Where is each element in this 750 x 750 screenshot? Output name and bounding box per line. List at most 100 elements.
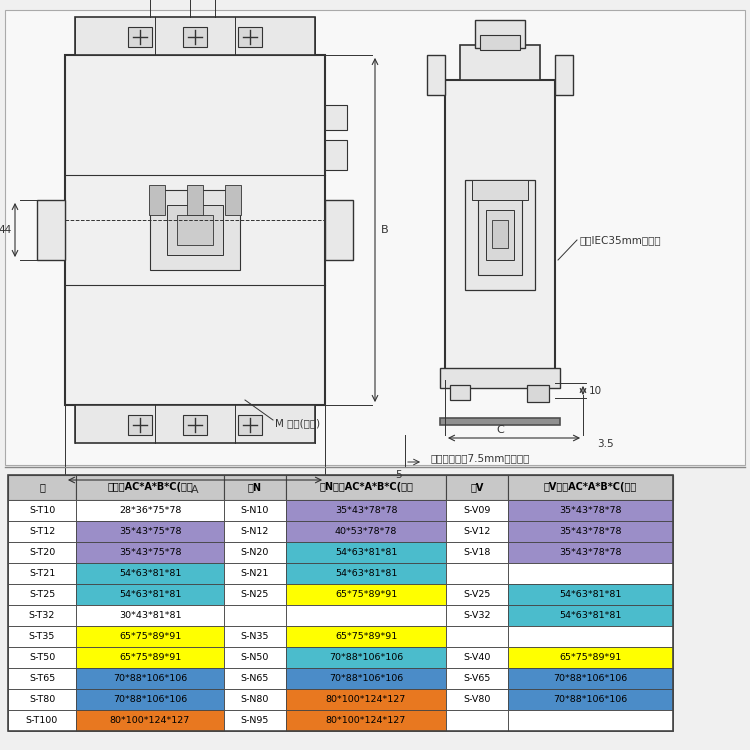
Bar [465, 180, 535, 290]
Bar [150, 190, 240, 270]
Bar [224, 710, 286, 731]
Bar [224, 668, 286, 689]
Bar [508, 563, 673, 584]
Text: C: C [496, 425, 504, 435]
Bar [286, 710, 446, 731]
Text: 35*43*78*78: 35*43*78*78 [560, 548, 622, 557]
Text: S-V40: S-V40 [464, 653, 490, 662]
Text: 老N尺寸AC*A*B*C(高）: 老N尺寸AC*A*B*C(高） [319, 482, 413, 493]
Text: S-V25: S-V25 [464, 590, 490, 599]
Text: 40*53*78*78: 40*53*78*78 [334, 527, 398, 536]
Bar [8, 689, 76, 710]
Bar [177, 215, 213, 245]
Bar [508, 475, 673, 500]
Text: 35*43*75*78: 35*43*75*78 [118, 548, 182, 557]
Text: S-N21: S-N21 [241, 569, 269, 578]
Bar [224, 605, 286, 626]
Bar [508, 689, 673, 710]
Bar [76, 710, 224, 731]
Text: S-V80: S-V80 [464, 695, 490, 704]
Bar [325, 200, 353, 260]
Bar [224, 563, 286, 584]
Bar [76, 605, 224, 626]
Bar [65, 55, 325, 405]
Bar [76, 626, 224, 647]
Bar [76, 475, 224, 500]
Bar [238, 27, 262, 47]
Bar [472, 180, 528, 200]
Text: S-T100: S-T100 [26, 716, 58, 725]
Text: S-N25: S-N25 [241, 590, 269, 599]
Bar [286, 521, 446, 542]
Text: 54*63*81*81: 54*63*81*81 [334, 569, 398, 578]
Bar [446, 668, 508, 689]
Bar [446, 500, 508, 521]
Text: B: B [381, 225, 388, 235]
Bar [149, 185, 165, 215]
Bar [508, 500, 673, 521]
Bar [427, 55, 445, 95]
Bar [478, 195, 522, 275]
Bar [286, 563, 446, 584]
Bar [76, 542, 224, 563]
Text: 35*43*78*78: 35*43*78*78 [560, 506, 622, 515]
Bar [224, 647, 286, 668]
Bar [8, 475, 76, 500]
Bar [8, 647, 76, 668]
Bar [286, 542, 446, 563]
Bar [446, 626, 508, 647]
Bar [183, 415, 207, 435]
Bar [508, 521, 673, 542]
Bar [8, 521, 76, 542]
Text: 65*75*89*91: 65*75*89*91 [334, 632, 398, 641]
Text: S-V65: S-V65 [464, 674, 490, 683]
Text: 65*75*89*91: 65*75*89*91 [560, 653, 622, 662]
Bar [128, 415, 152, 435]
Text: S-V32: S-V32 [464, 611, 490, 620]
Text: M 螺丝(自举): M 螺丝(自举) [275, 418, 320, 428]
Text: 70*88*106*106: 70*88*106*106 [328, 674, 404, 683]
Bar [224, 542, 286, 563]
Bar [187, 185, 203, 215]
Text: 35*43*78*78: 35*43*78*78 [334, 506, 398, 515]
Bar [508, 647, 673, 668]
Bar [224, 689, 286, 710]
Bar [128, 27, 152, 47]
Text: S-N12: S-N12 [241, 527, 269, 536]
Bar [446, 475, 508, 500]
Bar [508, 542, 673, 563]
Bar [75, 405, 315, 443]
Bar [224, 584, 286, 605]
Text: 65*75*89*91: 65*75*89*91 [118, 653, 182, 662]
Text: S-T10: S-T10 [28, 506, 56, 515]
Text: A: A [191, 485, 199, 495]
Bar [8, 668, 76, 689]
Text: S-N65: S-N65 [241, 674, 269, 683]
Bar [325, 140, 347, 170]
Text: 28*36*75*78: 28*36*75*78 [118, 506, 182, 515]
Bar [286, 500, 446, 521]
Text: S-N10: S-N10 [241, 506, 269, 515]
Bar [225, 185, 241, 215]
Bar [286, 626, 446, 647]
Bar [446, 542, 508, 563]
Text: 35*43*78*78: 35*43*78*78 [560, 527, 622, 536]
Text: S-T32: S-T32 [28, 611, 56, 620]
Text: 新尺寸AC*A*B*C(高）: 新尺寸AC*A*B*C(高） [107, 482, 193, 493]
Text: 44: 44 [0, 225, 12, 235]
Text: 5: 5 [394, 470, 401, 480]
Bar [445, 80, 555, 380]
Bar [238, 415, 262, 435]
Text: S-N80: S-N80 [241, 695, 269, 704]
Text: 3.5: 3.5 [597, 439, 613, 449]
Bar [75, 17, 315, 55]
Text: 54*63*81*81: 54*63*81*81 [334, 548, 398, 557]
Bar [492, 220, 508, 248]
Bar [450, 385, 470, 400]
Text: 54*63*81*81: 54*63*81*81 [118, 569, 182, 578]
Bar [5, 10, 745, 465]
Text: S-T35: S-T35 [28, 632, 56, 641]
Text: 70*88*106*106: 70*88*106*106 [328, 653, 404, 662]
Bar [286, 668, 446, 689]
Bar [555, 55, 573, 95]
